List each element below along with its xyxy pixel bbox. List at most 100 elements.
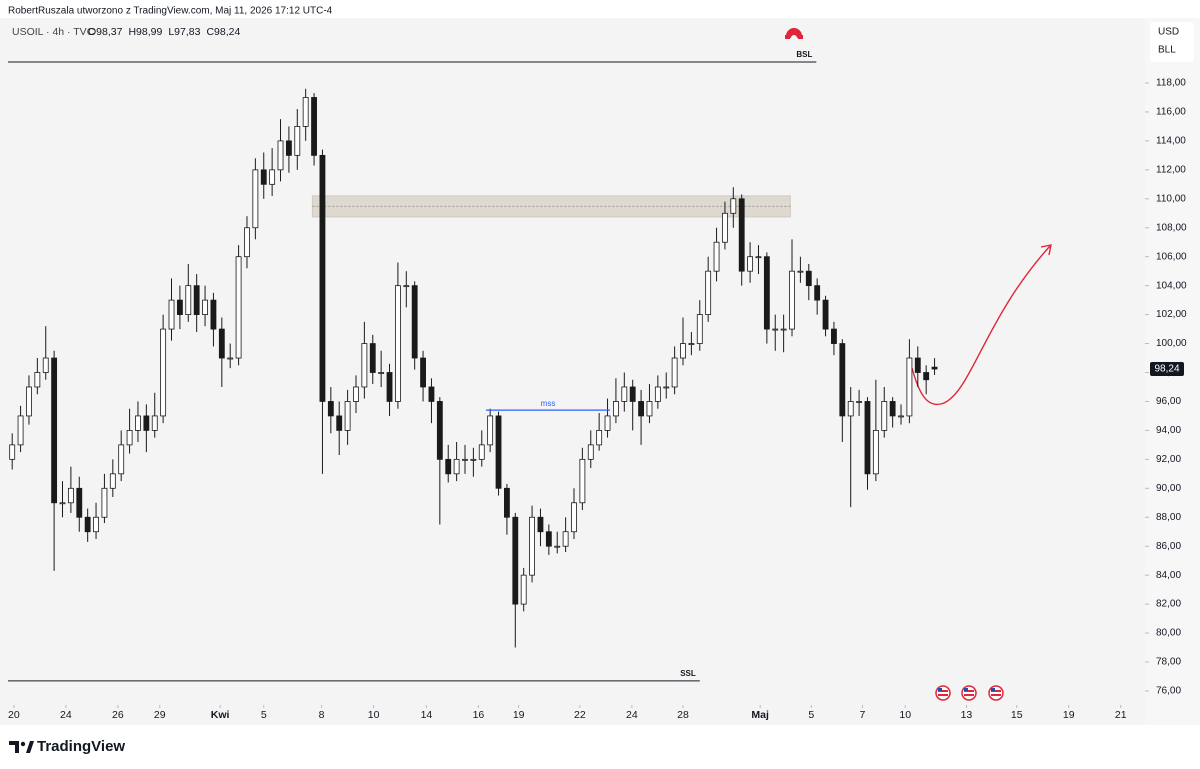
- y-tick-label: 76,00: [1156, 686, 1181, 697]
- candle: [76, 476, 83, 532]
- candle: [755, 245, 762, 275]
- candle: [822, 295, 829, 337]
- candle: [470, 447, 477, 477]
- candle-body: [663, 386, 670, 389]
- candle: [596, 413, 603, 451]
- candle-body: [93, 516, 99, 533]
- candle-body: [34, 372, 41, 388]
- candle-body: [705, 270, 712, 315]
- candle: [520, 567, 527, 612]
- candle-body: [218, 328, 225, 359]
- candle: [747, 242, 754, 283]
- candle: [856, 389, 863, 416]
- x-tick-label: 19: [1063, 709, 1075, 721]
- candle-body: [118, 444, 125, 475]
- candle-body: [369, 343, 376, 373]
- candle-body: [51, 357, 58, 504]
- candle: [487, 408, 494, 453]
- candle-body: [327, 401, 334, 417]
- candle-body: [646, 401, 653, 417]
- candle: [512, 512, 519, 648]
- candle-body: [462, 458, 468, 461]
- candle: [235, 245, 242, 366]
- candle-body: [504, 487, 510, 518]
- candle: [101, 473, 108, 524]
- candle: [420, 350, 426, 402]
- candle-body: [252, 169, 259, 229]
- candle-body: [411, 285, 418, 359]
- candle-body: [143, 415, 150, 431]
- candle: [42, 326, 49, 380]
- candle: [805, 263, 812, 301]
- candle: [269, 148, 276, 196]
- candle-body: [671, 357, 678, 388]
- y-tick-label: 100,00: [1156, 338, 1187, 349]
- candle: [621, 372, 628, 412]
- y-tick-label: 80,00: [1156, 628, 1181, 639]
- candle-body: [772, 328, 779, 331]
- candle-body: [931, 366, 938, 370]
- candle-body: [9, 444, 16, 460]
- x-tick-label: 21: [1115, 709, 1127, 721]
- mss-label: mss: [541, 399, 556, 408]
- candle-body: [176, 299, 183, 315]
- magnet-icon: [785, 28, 803, 39]
- candle: [906, 339, 913, 424]
- candle-body: [738, 198, 745, 272]
- candle: [705, 256, 712, 322]
- candle: [17, 405, 24, 453]
- candle-body: [386, 372, 393, 402]
- candle-body: [713, 241, 720, 272]
- candle-body: [428, 386, 435, 402]
- candle: [789, 239, 795, 337]
- y-tick-label: 102,00: [1156, 309, 1187, 320]
- candle-body: [579, 458, 586, 504]
- candle-body: [604, 415, 611, 431]
- candle-body: [898, 415, 904, 418]
- x-tick-label: 16: [473, 709, 485, 721]
- candle-body: [109, 473, 116, 489]
- candle: [176, 285, 183, 330]
- x-tick-label: 15: [1011, 709, 1023, 721]
- author-line: RobertRuszala utworzono z TradingView.co…: [8, 6, 333, 17]
- candle: [780, 314, 787, 353]
- candle-body: [638, 401, 644, 417]
- candle: [462, 444, 468, 474]
- candle: [696, 300, 703, 351]
- candle-body: [67, 487, 74, 504]
- candle: [671, 346, 678, 395]
- candle-body: [319, 154, 326, 402]
- candle: [478, 430, 485, 467]
- candle-body: [135, 415, 141, 431]
- candle: [571, 488, 577, 539]
- candle-body: [696, 314, 703, 344]
- candle-body: [470, 458, 477, 461]
- candle-body: [747, 256, 754, 272]
- candle-body: [227, 357, 234, 360]
- footer-brand: TradingView: [37, 738, 125, 755]
- candle: [319, 149, 326, 474]
- candle: [34, 358, 41, 395]
- candle-body: [453, 458, 460, 475]
- y-tick-label: 116,00: [1156, 107, 1186, 118]
- candle: [797, 256, 804, 283]
- candle: [294, 109, 301, 170]
- x-tick-label: 8: [319, 709, 325, 721]
- candle: [67, 466, 74, 513]
- candle-body: [260, 169, 267, 185]
- candle: [202, 285, 208, 327]
- candle-body: [520, 574, 527, 605]
- unit-box: [1150, 22, 1194, 62]
- candle: [436, 397, 443, 525]
- candle-body: [445, 458, 452, 475]
- x-tick-label: 7: [860, 709, 866, 721]
- candle-body: [797, 270, 804, 273]
- y-tick-label: 112,00: [1156, 164, 1186, 175]
- candle-body: [168, 299, 175, 330]
- candle-body: [847, 401, 854, 417]
- candle-body: [294, 126, 301, 156]
- candle-body: [76, 487, 83, 518]
- y-tick-label: 78,00: [1156, 657, 1181, 668]
